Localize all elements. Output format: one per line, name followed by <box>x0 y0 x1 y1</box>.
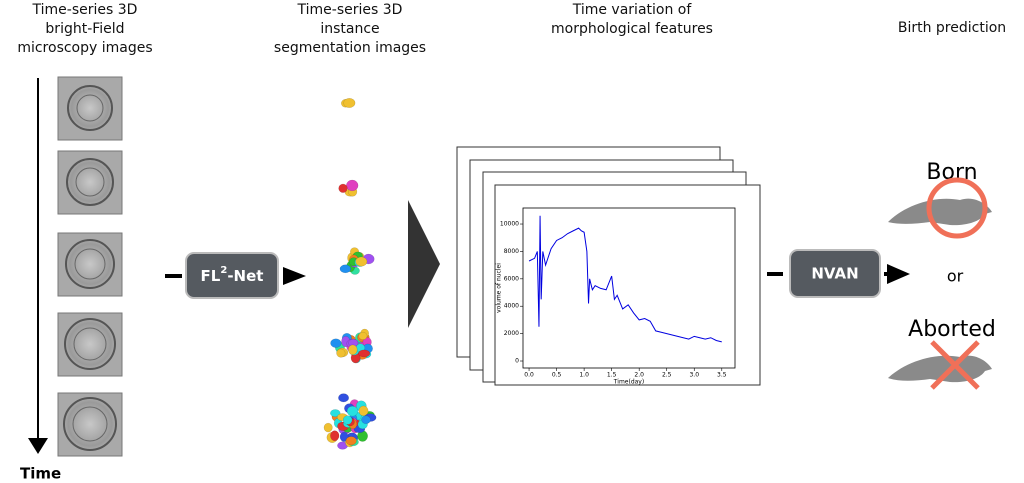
segment-blob <box>323 422 333 433</box>
segment-blob <box>345 436 357 446</box>
x-tick-label: 3.5 <box>717 372 727 379</box>
column-header: bright-Field <box>45 21 124 37</box>
embryo <box>66 158 114 206</box>
segment-blob <box>330 338 342 348</box>
segment-blob <box>358 331 368 341</box>
embryo-inner <box>74 248 106 280</box>
column-header: segmentation images <box>274 40 426 56</box>
time-label: Time <box>20 465 61 483</box>
segment-blob <box>338 183 348 193</box>
fl2net-label: FL2-Net <box>201 265 264 285</box>
arrow-head <box>283 267 306 285</box>
data-line <box>528 215 722 343</box>
segment-blob <box>330 409 341 418</box>
embryo-inner <box>75 167 105 197</box>
y-axis-label: volume of nuclei <box>496 263 503 313</box>
y-tick-label: 4000 <box>504 303 519 310</box>
segment-blob <box>348 344 358 356</box>
x-tick-label: 3.0 <box>689 372 699 379</box>
segment-blob <box>355 256 368 267</box>
nvan-label: NVAN <box>811 265 858 283</box>
segment-blob <box>342 415 353 425</box>
embryo-inner <box>73 327 107 361</box>
aborted-label: Aborted <box>908 317 996 342</box>
y-tick-label: 10000 <box>500 221 519 228</box>
fl2net-box <box>185 252 279 299</box>
or-label: or <box>947 267 964 286</box>
segment-blob <box>358 349 371 358</box>
x-tick-label: 0.0 <box>524 372 534 379</box>
nvan-box <box>789 249 881 298</box>
y-tick-label: 0 <box>515 358 519 365</box>
aborted-cross <box>930 340 980 390</box>
y-tick-label: 6000 <box>504 275 519 282</box>
segment-blob <box>339 264 352 274</box>
column-header: Birth prediction <box>898 20 1006 36</box>
segment-blob <box>346 405 359 417</box>
segment-blob <box>358 405 369 417</box>
arrow-head <box>887 264 910 284</box>
column-header: microscopy images <box>17 40 152 56</box>
embryo <box>63 397 117 451</box>
column-header: Time-series 3D <box>32 2 138 18</box>
embryo <box>64 318 116 370</box>
embryo <box>65 239 115 289</box>
segment-blob <box>339 431 349 442</box>
embryo-inner <box>72 406 108 442</box>
x-tick-label: 2.0 <box>634 372 644 379</box>
plot-area <box>522 207 736 369</box>
x-tick-label: 0.5 <box>552 372 562 379</box>
column-header: morphological features <box>551 21 713 37</box>
chevron <box>408 200 440 328</box>
x-tick-label: 2.5 <box>662 372 672 379</box>
y-tick-label: 2000 <box>504 330 519 337</box>
born-circle <box>926 177 988 239</box>
mouse <box>888 198 992 226</box>
segment-blob <box>361 415 371 424</box>
segment-blob <box>330 430 340 442</box>
x-axis-label: Time(day) <box>613 379 644 386</box>
embryo <box>67 85 113 131</box>
column-header: instance <box>320 21 379 37</box>
column-header: Time-series 3D <box>297 2 403 18</box>
y-tick-label: 8000 <box>504 248 519 255</box>
segment-blob <box>336 348 346 358</box>
x-tick-label: 1.0 <box>579 372 589 379</box>
x-tick-label: 1.5 <box>607 372 617 379</box>
segment-blob <box>343 98 356 108</box>
column-header: Time variation of <box>572 2 693 18</box>
embryo-inner <box>76 94 104 122</box>
segment-blob <box>338 393 350 403</box>
segment-blob <box>346 179 359 192</box>
